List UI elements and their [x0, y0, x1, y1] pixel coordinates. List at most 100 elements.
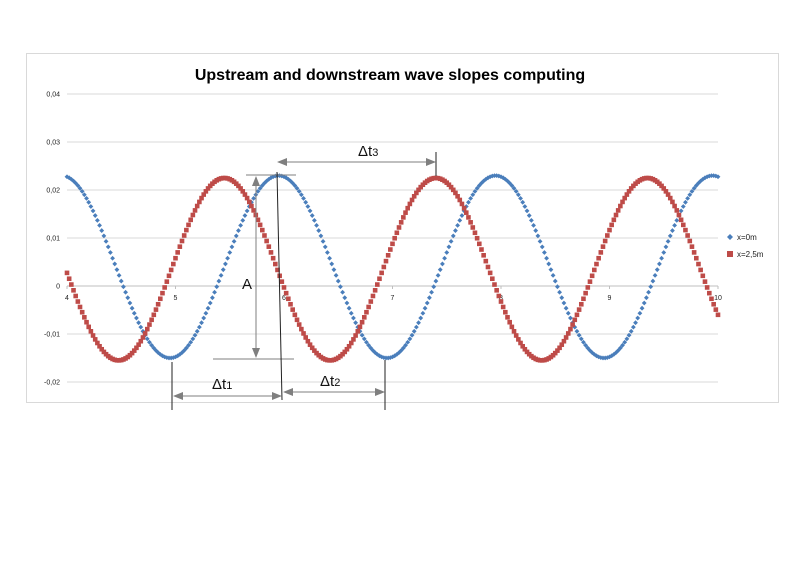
data-point [503, 309, 508, 315]
data-point [453, 228, 458, 233]
data-point [396, 225, 402, 230]
data-point [286, 296, 291, 302]
data-point [82, 315, 87, 320]
data-point [646, 289, 651, 295]
data-point [683, 199, 688, 205]
data-point [361, 315, 367, 320]
chart-frame [26, 53, 779, 403]
data-point [568, 326, 573, 332]
data-point [203, 189, 209, 194]
data-point [611, 217, 617, 223]
data-point [628, 328, 634, 334]
series-x2-5m [64, 175, 721, 363]
data-point [99, 228, 105, 233]
data-point [542, 250, 547, 255]
data-point [628, 186, 634, 191]
data-point [290, 307, 295, 312]
dt1-arrowhead-left [173, 392, 183, 400]
data-point [108, 250, 113, 255]
data-point [489, 173, 495, 179]
data-point [678, 217, 684, 223]
x-tick-label: 7 [391, 295, 395, 302]
data-point [134, 315, 139, 321]
data-point [455, 222, 460, 228]
data-point [715, 312, 721, 318]
data-point [583, 342, 589, 348]
data-point [654, 267, 660, 273]
data-point [188, 339, 194, 345]
data-point [201, 192, 207, 197]
data-point [687, 192, 693, 198]
data-point [292, 312, 298, 318]
data-point [290, 180, 296, 186]
data-point [661, 250, 667, 255]
data-point [448, 238, 454, 244]
data-point [411, 328, 417, 334]
data-point [359, 319, 365, 325]
data-point [472, 230, 478, 236]
data-point [707, 290, 712, 296]
data-point [216, 278, 222, 284]
x-tick-label: 8 [499, 295, 503, 302]
data-point [448, 184, 454, 190]
data-point [401, 215, 406, 220]
x-tick-label: 5 [174, 295, 178, 302]
data-point [455, 193, 460, 199]
data-point [103, 238, 109, 244]
data-point [683, 227, 688, 233]
data-point [75, 299, 81, 304]
data-point [251, 195, 257, 201]
data-point [591, 351, 597, 357]
data-point [585, 285, 591, 290]
data-point [531, 222, 536, 228]
data-point [184, 227, 189, 233]
data-point [641, 300, 647, 306]
data-point [400, 345, 406, 351]
y-tick-label: 0 [56, 284, 60, 291]
data-point [374, 351, 380, 357]
data-point [225, 255, 230, 261]
data-point [483, 176, 489, 182]
data-point [168, 267, 174, 273]
data-point [598, 250, 604, 255]
data-point [309, 345, 315, 351]
data-point [71, 288, 76, 293]
data-point [281, 174, 287, 180]
data-point [118, 278, 124, 284]
data-point [246, 199, 252, 205]
data-point [212, 289, 217, 295]
data-point [670, 199, 675, 205]
data-point [561, 338, 567, 344]
data-point [355, 329, 361, 334]
data-point [672, 222, 677, 228]
data-point [398, 348, 404, 353]
data-point [344, 346, 350, 352]
data-point [236, 228, 241, 233]
data-point [264, 238, 269, 244]
data-point [409, 332, 415, 338]
data-point [581, 339, 586, 345]
data-point [125, 295, 131, 301]
data-point [116, 272, 122, 278]
y-tick-label: -0,02 [44, 380, 60, 387]
data-point [238, 222, 243, 228]
data-point [151, 312, 157, 318]
data-point [563, 305, 569, 311]
data-point [589, 273, 595, 279]
data-point [259, 183, 265, 188]
data-point [691, 250, 697, 255]
data-point [266, 176, 272, 182]
data-point [179, 238, 185, 244]
data-point [457, 197, 463, 203]
data-point [539, 244, 545, 250]
data-point [142, 331, 148, 336]
data-point [463, 210, 469, 215]
data-point [379, 270, 384, 276]
data-point [481, 252, 486, 258]
amplitude-arrowhead-top [252, 176, 260, 186]
data-point [650, 278, 656, 284]
data-point [318, 233, 324, 239]
data-point [140, 335, 146, 340]
data-point [233, 233, 239, 239]
data-point [283, 290, 289, 296]
